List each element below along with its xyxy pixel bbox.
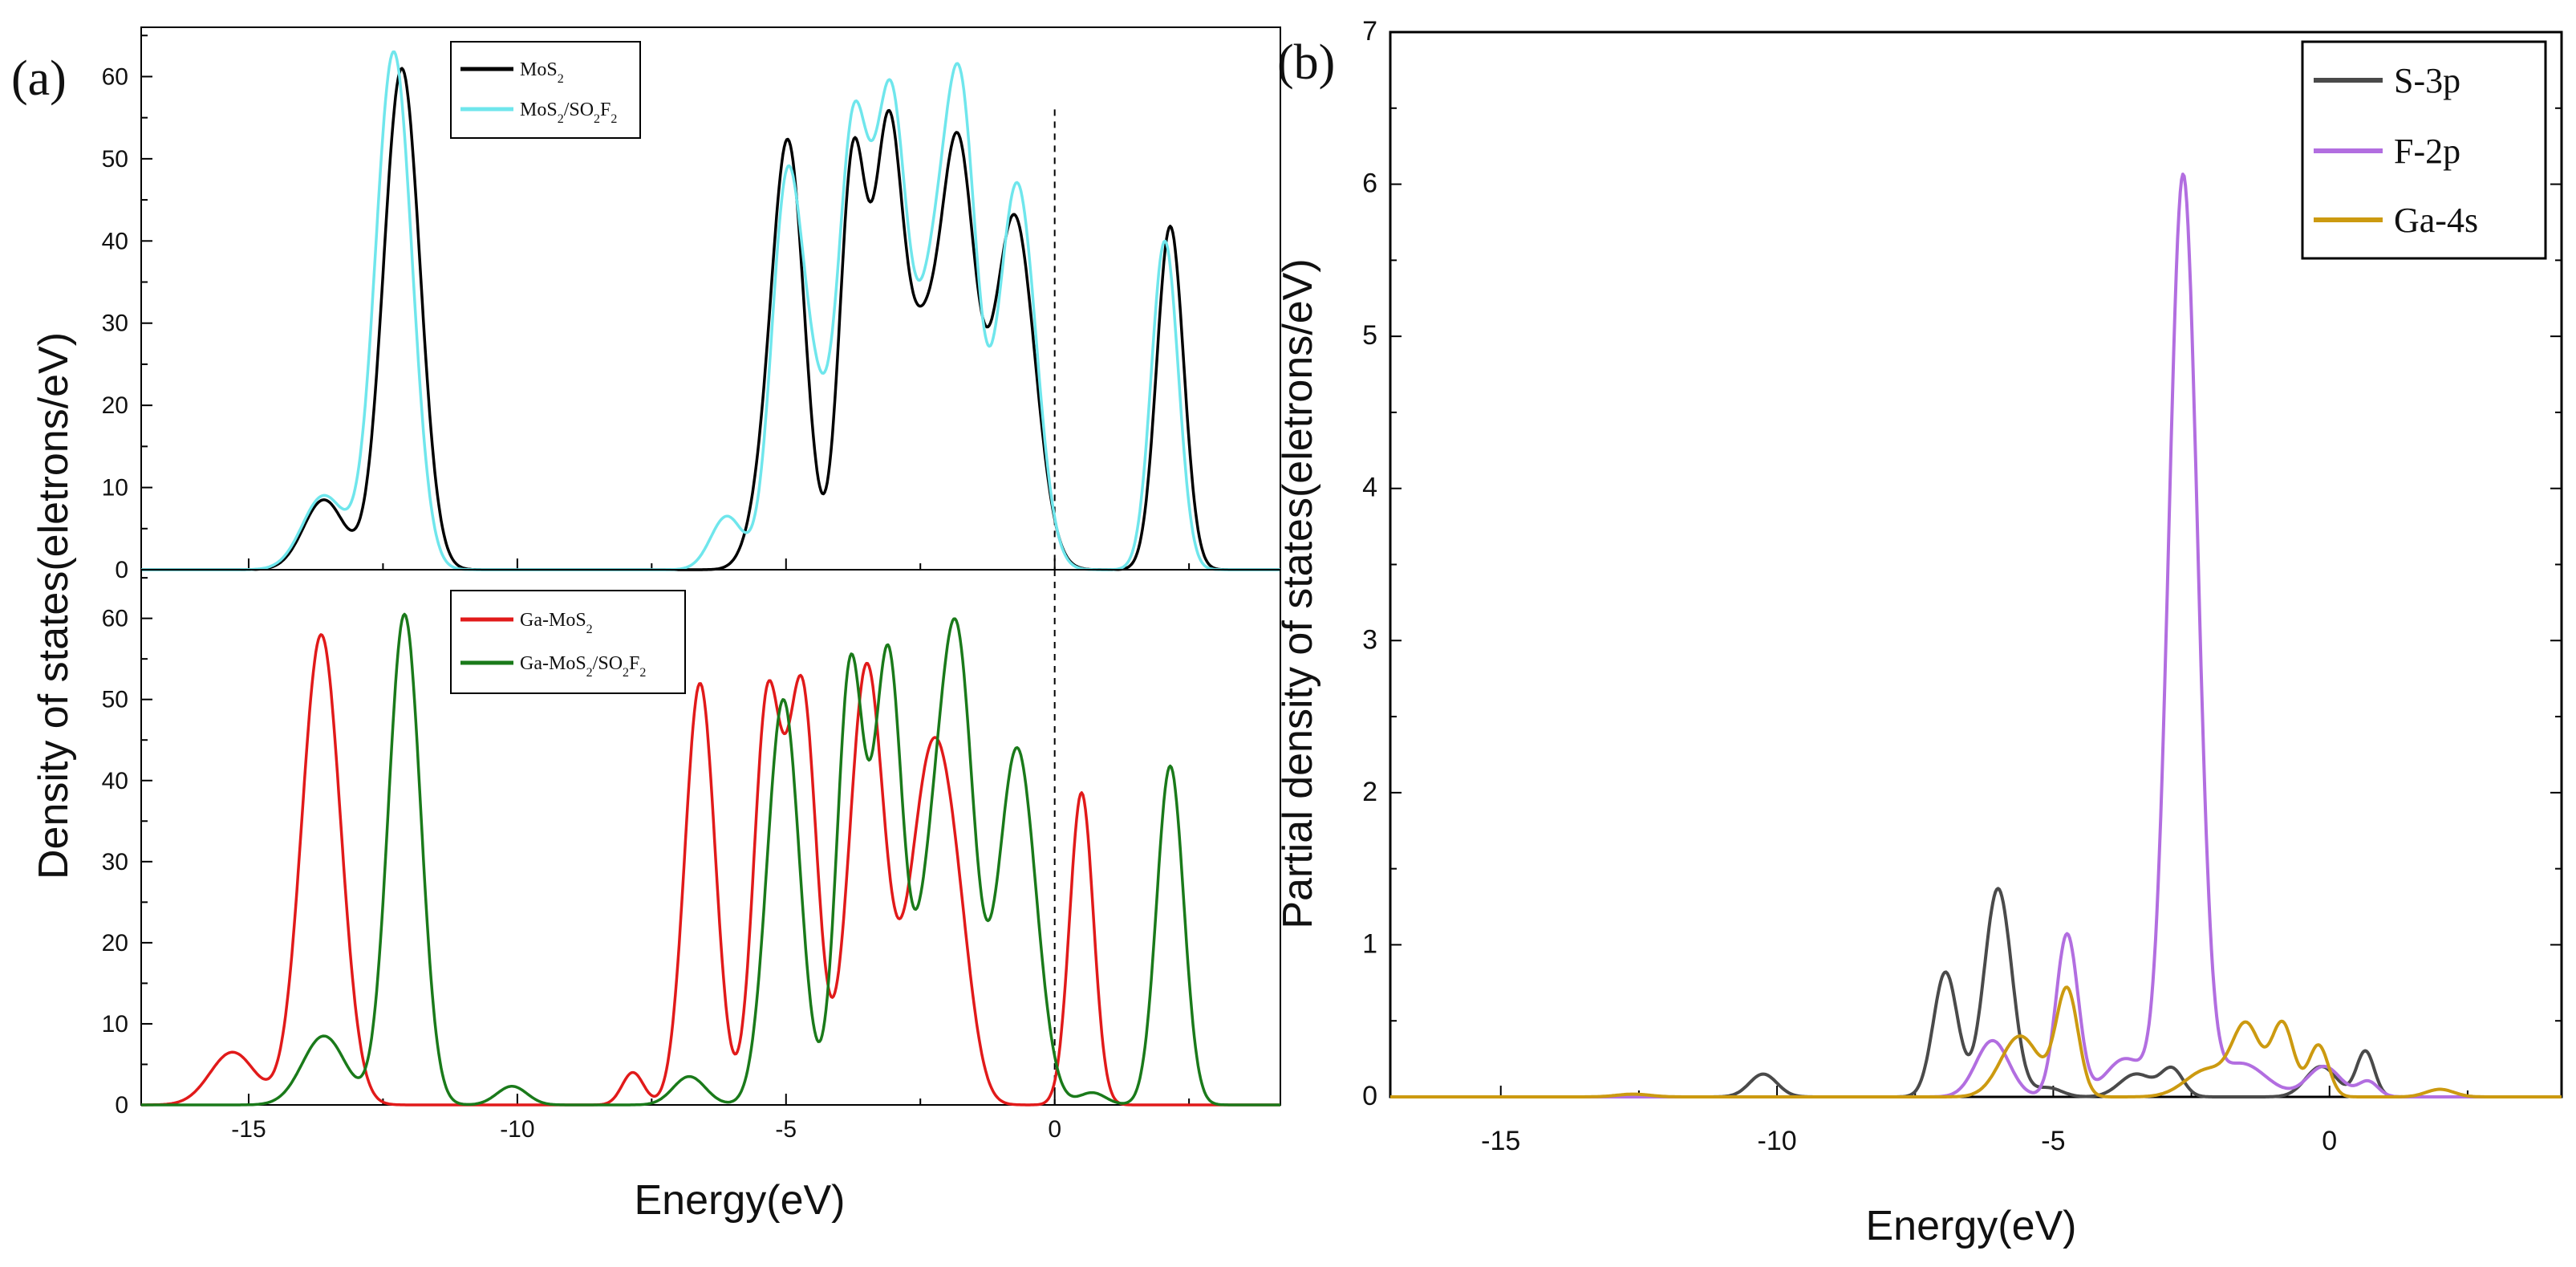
x-tick-label: 0	[1048, 1116, 1061, 1143]
y-tick-label: 4	[1362, 473, 1377, 503]
legend-label-mos2-so2f2: MoS2/SO2F2	[520, 99, 617, 126]
x-tick-label: -10	[500, 1116, 534, 1143]
y-tick-label: 0	[115, 1092, 128, 1119]
legend-label-ga-4s: Ga-4s	[2394, 201, 2478, 240]
panel-a-bottom-plot: 0 10 20 30 40 50 60 -15 -10 -5 0	[102, 569, 1281, 1143]
y-tick-label: 20	[102, 930, 128, 956]
series-line-ga-4s	[1389, 985, 2562, 1098]
series-line-ga-mos2	[140, 633, 1281, 1107]
y-tick-label: 40	[102, 768, 128, 794]
y-tick-label: 50	[102, 146, 128, 173]
plot-frame	[140, 26, 1281, 571]
legend-label-s-3p: S-3p	[2394, 61, 2460, 100]
y-tick-label: 3	[1362, 624, 1377, 655]
legend-frame	[450, 41, 641, 139]
y-tick-label: 30	[102, 311, 128, 337]
y-tick-label: 60	[102, 606, 128, 632]
series-line-ga-mos2-so2f2	[140, 612, 1281, 1107]
panel-b-legend: S-3p F-2p Ga-4s	[2301, 40, 2547, 260]
y-tick-label: 7	[1362, 16, 1377, 47]
y-tick-label: 2	[1362, 777, 1377, 807]
series-line-mos2	[140, 67, 1281, 571]
y-tick-label: 10	[102, 1011, 128, 1038]
y-tick-label: 60	[102, 63, 128, 90]
panel-b-x-axis-label: Energy(eV)	[1866, 1203, 2077, 1249]
y-tick-label: 10	[102, 475, 128, 502]
y-tick-label: 0	[1362, 1081, 1377, 1111]
legend-frame	[450, 590, 686, 694]
y-tick-label: 0	[115, 557, 128, 583]
y-tick-label: 6	[1362, 169, 1377, 199]
panel-a-x-axis-label: Energy(eV)	[635, 1177, 846, 1224]
x-tick-label: -5	[775, 1116, 797, 1143]
panel-b-plot: 0 1 2 3 4 5 6 7 -15 -10 -5 0	[1362, 16, 2563, 1156]
series-line-f-2p	[1389, 173, 2562, 1098]
series-line-mos2-so2f2	[140, 50, 1281, 571]
panel-a-y-axis-label: Density of states(eletrons/eV)	[30, 332, 77, 879]
x-tick-label: -15	[231, 1116, 266, 1143]
legend-label-f-2p: F-2p	[2394, 132, 2460, 171]
y-tick-label: 50	[102, 687, 128, 713]
x-tick-label: 0	[2322, 1126, 2337, 1156]
x-tick-label: -10	[1758, 1126, 1797, 1156]
y-tick-label: 20	[102, 392, 128, 419]
y-tick-label: 1	[1362, 928, 1377, 959]
x-tick-label: -15	[1481, 1126, 1520, 1156]
legend-label-ga-mos2-so2f2: Ga-MoS2/SO2F2	[520, 653, 646, 680]
legend-label-ga-mos2: Ga-MoS2	[520, 610, 593, 636]
y-tick-label: 5	[1362, 320, 1377, 351]
panel-b-label: (b)	[1277, 35, 1335, 90]
panel-a-bottom-legend: Ga-MoS2 Ga-MoS2/SO2F2	[450, 590, 686, 694]
y-tick-label: 30	[102, 849, 128, 875]
x-tick-label: -5	[2041, 1126, 2065, 1156]
y-tick-label: 40	[102, 228, 128, 254]
plot-frame	[140, 569, 1281, 1106]
legend-label-mos2: MoS2	[520, 59, 564, 86]
panel-a-top-plot: 0 10 20 30 40 50 60	[102, 26, 1281, 583]
panel-a-top-legend: MoS2 MoS2/SO2F2	[450, 41, 641, 139]
panel-a-label: (a)	[11, 51, 67, 106]
panel-b-y-axis-label: Partial density of states(eletrons/eV)	[1275, 258, 1321, 928]
